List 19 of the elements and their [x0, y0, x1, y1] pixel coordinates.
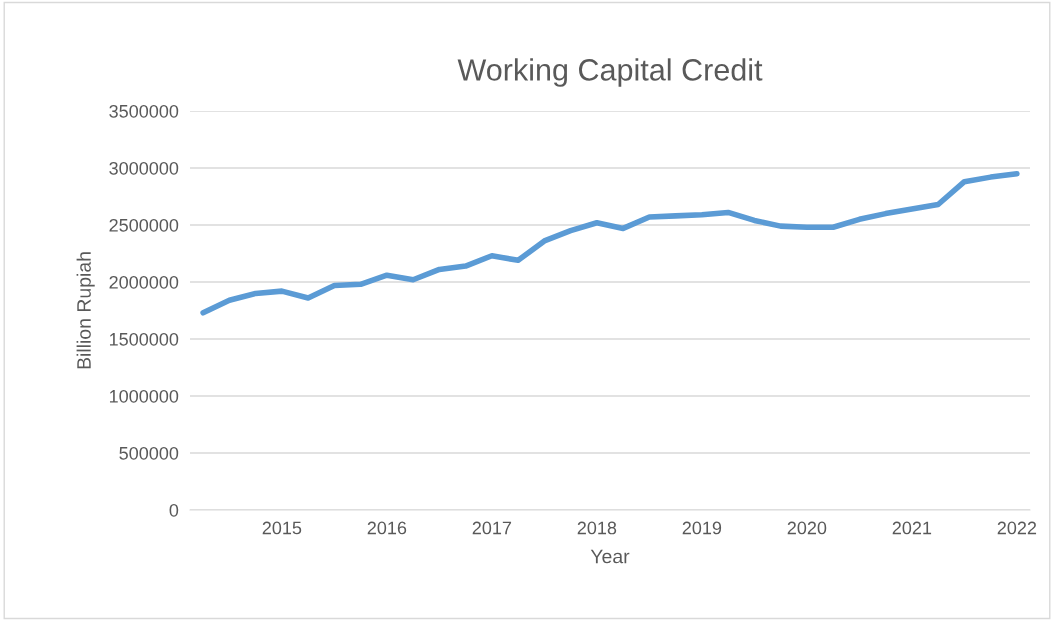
x-tick-label: 2021 [892, 521, 932, 535]
x-tick-label: 2018 [577, 521, 617, 535]
x-axis-title: Year [590, 549, 630, 564]
y-tick-label: 2000000 [109, 275, 179, 289]
chart-title: Working Capital Credit [457, 58, 763, 87]
y-axis-title: Billion Rupiah [76, 252, 95, 369]
y-tick-label: 3500000 [109, 104, 179, 118]
y-tick-label: 1500000 [109, 332, 179, 346]
x-tick-label: 2017 [472, 521, 512, 535]
y-tick-label: 500000 [119, 446, 179, 460]
x-tick-label: 2022 [997, 521, 1037, 535]
y-tick-label: 0 [169, 503, 179, 517]
x-tick-label: 2020 [787, 521, 827, 535]
x-tick-label: 2016 [367, 521, 407, 535]
x-tick-label: 2019 [682, 521, 722, 535]
y-tick-label: 1000000 [109, 389, 179, 403]
y-tick-label: 2500000 [109, 218, 179, 232]
y-tick-label: 3000000 [109, 161, 179, 175]
x-tick-label: 2015 [262, 521, 302, 535]
